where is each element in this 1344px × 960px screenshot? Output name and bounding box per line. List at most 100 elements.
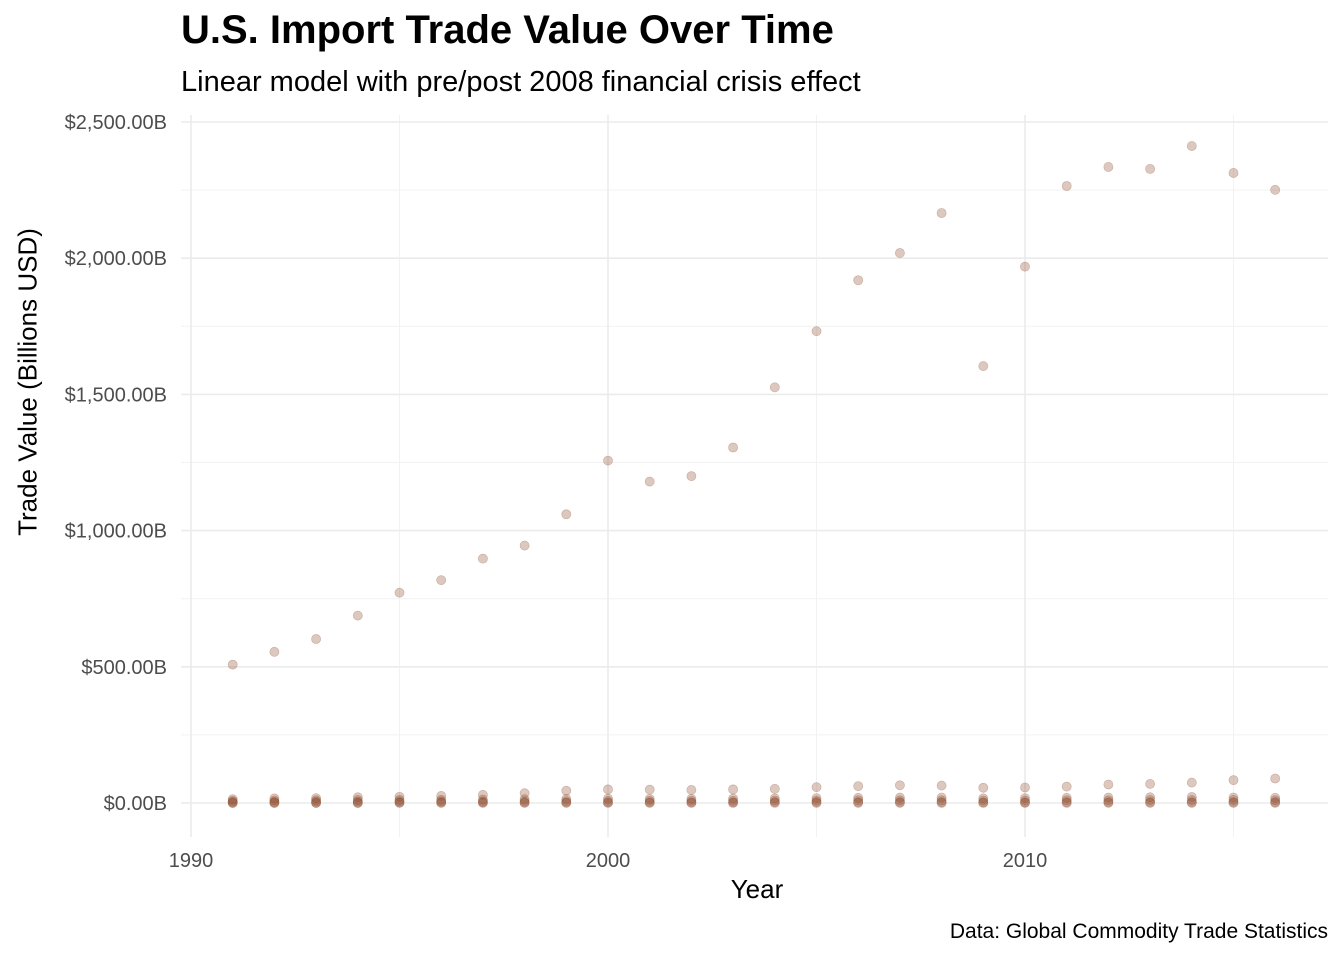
y-tick-label: $2,000.00B bbox=[65, 248, 167, 270]
data-point bbox=[436, 798, 447, 808]
data-point bbox=[519, 794, 530, 805]
chart-subtitle: Linear model with pre/post 2008 financia… bbox=[181, 66, 861, 98]
data-point bbox=[1270, 773, 1281, 784]
data-point bbox=[1103, 795, 1114, 806]
data-point bbox=[853, 797, 864, 808]
data-point bbox=[936, 795, 947, 806]
data-point bbox=[686, 471, 697, 482]
data-point bbox=[603, 793, 613, 804]
data-point bbox=[519, 788, 530, 799]
y-tick-label: $2,500.00B bbox=[65, 112, 167, 134]
data-point bbox=[895, 795, 905, 806]
data-point bbox=[1061, 797, 1072, 808]
x-tick-label: 1990 bbox=[169, 850, 214, 872]
data-point bbox=[561, 798, 572, 808]
data-point bbox=[227, 794, 238, 805]
data-point bbox=[686, 795, 697, 806]
data-point bbox=[436, 575, 447, 586]
chart-caption: Data: Global Commodity Trade Statistics bbox=[949, 920, 1328, 943]
data-point bbox=[1103, 797, 1114, 808]
data-point bbox=[644, 794, 655, 804]
data-point bbox=[311, 795, 321, 806]
data-point bbox=[644, 797, 655, 808]
data-point bbox=[1145, 792, 1155, 803]
x-tick-label: 2000 bbox=[586, 850, 631, 872]
data-point bbox=[728, 795, 738, 806]
data-point bbox=[603, 797, 613, 808]
data-point bbox=[477, 797, 488, 808]
data-point bbox=[227, 795, 238, 806]
data-point bbox=[603, 797, 613, 808]
data-point bbox=[811, 797, 822, 808]
data-point bbox=[853, 275, 864, 286]
data-point bbox=[853, 781, 864, 792]
data-point bbox=[1228, 792, 1239, 803]
data-point bbox=[1020, 797, 1030, 808]
data-point bbox=[936, 797, 947, 808]
data-point bbox=[1186, 797, 1197, 808]
data-point bbox=[895, 797, 905, 808]
data-point bbox=[561, 785, 572, 796]
data-point bbox=[644, 784, 655, 795]
data-point bbox=[227, 798, 238, 808]
data-point bbox=[519, 796, 530, 806]
data-point bbox=[978, 361, 989, 371]
data-point bbox=[227, 797, 238, 808]
data-point bbox=[811, 326, 822, 337]
data-point bbox=[1228, 795, 1239, 805]
data-point bbox=[311, 634, 321, 644]
chart-title: U.S. Import Trade Value Over Time bbox=[181, 8, 834, 52]
data-point bbox=[1186, 777, 1197, 788]
data-point bbox=[227, 797, 238, 807]
data-point bbox=[978, 795, 989, 806]
data-point bbox=[978, 782, 989, 793]
data-point bbox=[1061, 795, 1072, 806]
data-point bbox=[811, 793, 822, 803]
data-point bbox=[1270, 184, 1281, 195]
data-point bbox=[311, 797, 321, 808]
data-points bbox=[227, 141, 1281, 808]
data-point bbox=[853, 792, 864, 803]
data-point bbox=[1228, 797, 1239, 808]
data-point bbox=[603, 455, 613, 466]
data-point bbox=[394, 797, 405, 808]
data-point bbox=[394, 791, 405, 802]
data-point bbox=[561, 797, 572, 808]
data-point bbox=[811, 795, 822, 806]
data-point bbox=[1270, 797, 1281, 808]
data-point bbox=[1020, 782, 1030, 793]
data-point bbox=[1228, 775, 1239, 786]
data-point bbox=[269, 797, 280, 807]
data-point bbox=[1061, 797, 1072, 808]
data-point bbox=[936, 797, 947, 808]
data-point bbox=[603, 795, 613, 806]
data-point bbox=[936, 780, 947, 791]
data-point bbox=[1061, 181, 1072, 191]
data-point bbox=[1145, 797, 1155, 808]
data-point bbox=[1061, 781, 1072, 792]
data-point bbox=[477, 789, 488, 800]
x-axis-label: Year bbox=[730, 874, 784, 904]
data-point bbox=[311, 793, 321, 803]
data-point bbox=[394, 794, 405, 805]
data-point bbox=[978, 793, 989, 804]
data-point bbox=[728, 442, 738, 453]
data-point bbox=[1145, 797, 1155, 808]
data-point bbox=[394, 587, 405, 598]
data-point bbox=[1186, 141, 1197, 151]
data-point bbox=[644, 476, 655, 487]
y-tick-label: $1,500.00B bbox=[65, 384, 167, 406]
x-axis-ticks: 1990 2000 2010 bbox=[169, 850, 1048, 872]
data-point bbox=[352, 797, 363, 808]
data-point bbox=[477, 798, 488, 808]
data-point bbox=[311, 798, 321, 808]
data-point bbox=[1270, 792, 1281, 803]
data-point bbox=[644, 797, 655, 808]
data-point bbox=[1186, 792, 1197, 802]
data-point bbox=[769, 382, 780, 393]
data-point bbox=[269, 798, 280, 808]
y-tick-label: $500.00B bbox=[81, 657, 167, 679]
data-point bbox=[686, 797, 697, 808]
data-point bbox=[561, 794, 572, 804]
